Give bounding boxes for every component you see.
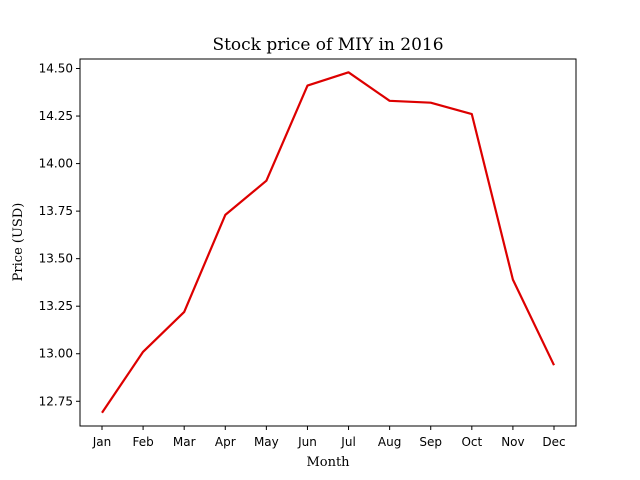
x-tick-label: Jun [297,435,317,449]
x-tick-label: Dec [542,435,565,449]
x-tick-label: Oct [461,435,482,449]
y-tick-label: 13.75 [39,204,73,218]
x-tick-label: May [254,435,279,449]
plot-area-frame [79,58,577,427]
x-tick-label: Jan [92,435,112,449]
x-tick-label: Mar [173,435,196,449]
y-axis: 12.75 13.00 13.25 13.50 13.75 14.00 14.25 14.50 [39,62,80,408]
y-tick-label: 12.75 [39,394,73,408]
x-tick-label: Aug [378,435,401,449]
y-tick-label: 14.25 [39,109,73,123]
y-tick-label: 13.50 [39,252,73,266]
chart-title: Stock price of MIY in 2016 [212,35,443,55]
x-axis-label: Month [306,455,350,470]
y-tick-label: 14.00 [39,157,73,171]
x-tick-label: Feb [132,435,153,449]
y-tick-label: 13.25 [39,299,73,313]
x-tick-label: Jul [340,435,355,449]
x-tick-label: Sep [419,435,442,449]
price-line [101,71,555,414]
x-tick-label: Apr [215,435,236,449]
x-axis: Jan Feb Mar Apr May Jun Jul Aug Sep Oct Nov Dec [92,426,566,449]
x-tick-label: Nov [501,435,524,449]
y-tick-label: 14.50 [39,62,73,76]
y-axis-label: Price (USD) [11,203,26,282]
y-tick-label: 13.00 [39,347,73,361]
